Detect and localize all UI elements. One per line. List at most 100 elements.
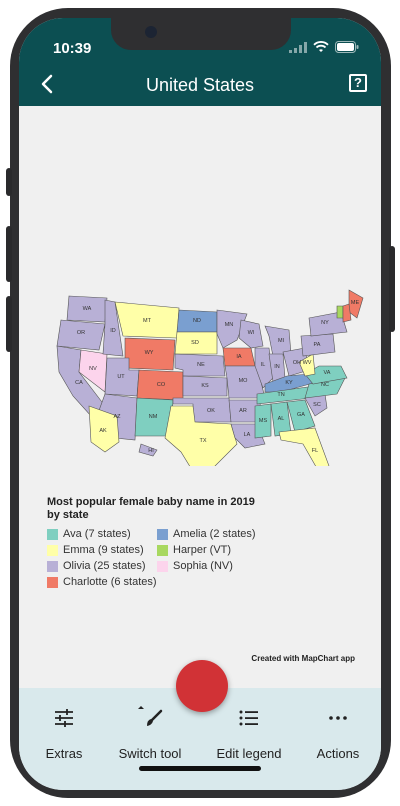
- state-vt[interactable]: [336, 305, 344, 319]
- state-va[interactable]: [304, 365, 348, 385]
- state-mo[interactable]: [224, 365, 266, 399]
- legend-swatch: [157, 528, 168, 540]
- help-button[interactable]: ?: [349, 74, 367, 92]
- state-label-tn: TN: [277, 392, 284, 398]
- map-credit: Created with MapChart app: [251, 654, 355, 663]
- state-label-az: AZ: [113, 414, 121, 420]
- legend-swatch: [47, 544, 58, 556]
- state-label-mi: MI: [278, 338, 285, 344]
- state-label-nc: NC: [321, 382, 329, 388]
- app-header: United States ?: [19, 62, 381, 106]
- state-id[interactable]: [102, 299, 124, 357]
- legend-item[interactable]: Amelia (2 states): [157, 526, 256, 542]
- back-button[interactable]: [33, 70, 61, 98]
- actions-button[interactable]: Actions: [303, 688, 373, 761]
- edit-legend-label: Edit legend: [216, 746, 282, 761]
- legend-swatch: [157, 544, 168, 556]
- legend-item[interactable]: Harper (VT): [157, 542, 256, 558]
- legend-swatch: [47, 576, 58, 588]
- legend-label: Charlotte (6 states): [63, 576, 157, 588]
- state-label-me: ME: [351, 300, 360, 306]
- state-sd[interactable]: [174, 331, 218, 355]
- state-fl[interactable]: [278, 427, 330, 466]
- actions-label: Actions: [316, 746, 360, 761]
- signal-icon: [289, 40, 307, 58]
- legend-label: Sophia (NV): [173, 560, 233, 572]
- state-label-ks: KS: [201, 383, 209, 389]
- state-wi[interactable]: [238, 319, 264, 349]
- state-label-pa: PA: [314, 342, 321, 348]
- state-ks[interactable]: [182, 375, 228, 397]
- state-label-nv: NV: [89, 366, 97, 372]
- state-label-fl: FL: [312, 448, 318, 454]
- state-ga[interactable]: [286, 399, 316, 433]
- legend-item[interactable]: Olivia (25 states): [47, 558, 157, 574]
- battery-icon: [335, 40, 359, 58]
- state-label-mo: MO: [239, 378, 249, 384]
- legend-label: Ava (7 states): [63, 528, 131, 540]
- page-title: United States: [145, 75, 255, 95]
- extras-button[interactable]: Extras: [29, 688, 99, 761]
- legend-swatch: [157, 560, 168, 572]
- us-map[interactable]: WA OR CA NV ID MT WY UT AZ CO NM ND SD NE KS OK TX MN IA MO…: [19, 266, 381, 466]
- state-label-ak: AK: [99, 428, 107, 434]
- legend-label: Olivia (25 states): [63, 560, 146, 572]
- state-wv[interactable]: [298, 353, 316, 377]
- state-label-wv: WV: [303, 360, 312, 366]
- map-canvas[interactable]: WA OR CA NV ID MT WY UT AZ CO NM ND SD NE KS OK TX MN IA MO…: [19, 106, 381, 688]
- mute-switch: [6, 168, 12, 196]
- state-label-or: OR: [77, 330, 85, 336]
- state-label-wy: WY: [145, 350, 154, 356]
- legend-column-1[interactable]: Ava (7 states) Emma (9 states) Olivia (2…: [47, 526, 157, 590]
- notch: [111, 18, 291, 50]
- legend-title[interactable]: Most popular female baby name in 2019 by…: [47, 496, 255, 521]
- state-label-ar: AR: [239, 408, 247, 414]
- switch-tool-label: Switch tool: [118, 746, 182, 761]
- state-tx[interactable]: [164, 405, 238, 466]
- state-label-in: IN: [274, 364, 280, 370]
- state-ms[interactable]: [254, 403, 272, 439]
- state-label-va: VA: [324, 370, 331, 376]
- sliders-icon: [29, 704, 99, 732]
- state-label-ca: CA: [75, 380, 83, 386]
- question-icon: ?: [354, 75, 362, 90]
- state-label-nd: ND: [193, 318, 201, 324]
- state-label-oh: OH: [293, 360, 301, 366]
- legend-item[interactable]: Charlotte (6 states): [47, 574, 157, 590]
- state-label-nm: NM: [149, 414, 158, 420]
- legend-item[interactable]: Emma (9 states): [47, 542, 157, 558]
- state-label-ny: NY: [321, 320, 329, 326]
- home-indicator: [139, 766, 261, 771]
- state-label-ok: OK: [207, 408, 215, 414]
- state-nh[interactable]: [342, 303, 352, 323]
- chevron-left-icon: [41, 74, 53, 94]
- state-label-il: IL: [261, 362, 266, 368]
- legend-item[interactable]: Ava (7 states): [47, 526, 157, 542]
- state-label-mt: MT: [143, 318, 152, 324]
- state-label-la: LA: [244, 432, 251, 438]
- paint-fab-button[interactable]: [176, 660, 228, 712]
- state-label-hi: HI: [148, 448, 154, 454]
- state-or[interactable]: [56, 319, 106, 351]
- state-label-ut: UT: [117, 374, 125, 380]
- brush-icon: [111, 704, 189, 732]
- edit-legend-button[interactable]: Edit legend: [209, 688, 289, 761]
- state-label-ky: KY: [285, 380, 293, 386]
- volume-up-button: [6, 226, 12, 282]
- legend-column-2[interactable]: Amelia (2 states) Harper (VT) Sophia (NV…: [157, 526, 256, 574]
- status-time: 10:39: [53, 40, 92, 57]
- state-mn[interactable]: [216, 309, 248, 349]
- system-icons: [289, 40, 359, 58]
- state-label-wi: WI: [248, 330, 255, 336]
- state-label-sd: SD: [191, 340, 199, 346]
- legend-item[interactable]: Sophia (NV): [157, 558, 256, 574]
- list-icon: [209, 704, 289, 732]
- state-label-sc: SC: [313, 402, 321, 408]
- switch-tool-button[interactable]: Switch tool: [111, 688, 189, 761]
- state-ak[interactable]: [88, 405, 120, 453]
- legend-label: Amelia (2 states): [173, 528, 256, 540]
- camera: [145, 26, 157, 38]
- state-label-tx: TX: [199, 438, 206, 444]
- state-hi[interactable]: [138, 443, 158, 457]
- volume-down-button: [6, 296, 12, 352]
